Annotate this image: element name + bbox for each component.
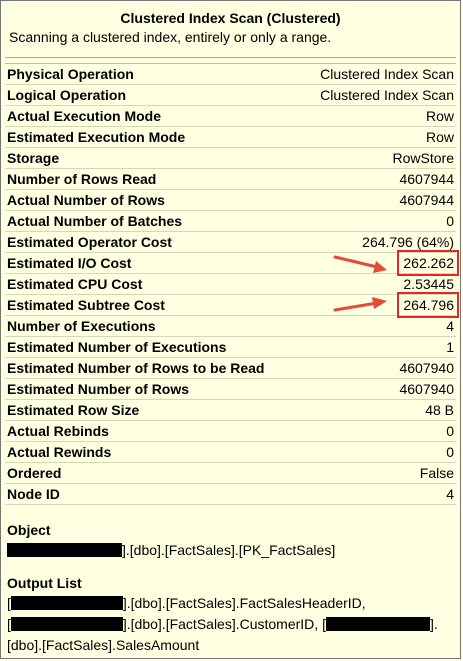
output-column-text: ].[dbo].[FactSales].CustomerID, [	[122, 616, 326, 632]
property-label: Logical Operation	[7, 87, 127, 103]
property-value: 0	[446, 444, 454, 460]
property-value: 4	[446, 486, 454, 502]
property-row-estimated-subtree-cost: Estimated Subtree Cost 264.796	[5, 292, 459, 318]
property-value: RowStore	[392, 150, 454, 166]
property-label: Estimated Number of Rows to be Read	[7, 360, 265, 376]
property-value: 4	[446, 318, 454, 334]
property-label: Estimated I/O Cost	[7, 255, 132, 271]
property-label: Ordered	[7, 465, 62, 481]
property-label: Estimated Operator Cost	[7, 234, 172, 250]
property-label: Physical Operation	[7, 66, 134, 82]
object-heading: Object	[7, 522, 51, 538]
property-value: Row	[425, 108, 454, 124]
property-value: 1	[446, 339, 454, 355]
property-row-ordered: Ordered False	[5, 463, 456, 484]
property-row-number-of-executions: Number of Executions 4	[5, 316, 456, 337]
property-label: Estimated Row Size	[7, 402, 140, 418]
property-label: Estimated Number of Rows	[7, 381, 190, 397]
property-label: Estimated Number of Executions	[7, 339, 227, 355]
redacted-block	[10, 596, 123, 610]
redacted-block	[7, 543, 122, 557]
object-section: Object ].[dbo].[FactSales].[PK_FactSales…	[1, 520, 460, 561]
output-list-line-1: [ ].[dbo].[FactSales].FactSalesHeaderID,	[7, 593, 454, 614]
property-value: 0	[446, 213, 454, 229]
property-row-actual-number-of-rows: Actual Number of Rows 4607944	[5, 190, 456, 211]
redacted-block	[325, 617, 430, 631]
property-row-estimated-row-size: Estimated Row Size 48 B	[5, 400, 456, 421]
property-value: False	[419, 465, 454, 481]
object-name: ].[dbo].[FactSales].[PK_FactSales]	[7, 540, 454, 561]
property-value: 4607944	[399, 171, 454, 187]
property-value: Clustered Index Scan	[320, 66, 454, 82]
property-row-estimated-number-of-rows: Estimated Number of Rows 4607940	[5, 379, 456, 400]
property-value: 4607940	[399, 360, 454, 376]
property-row-actual-rewinds: Actual Rewinds 0	[5, 442, 456, 463]
output-bracket: [	[7, 616, 11, 632]
tooltip-header: Clustered Index Scan (Clustered) Scannin…	[1, 1, 460, 47]
property-row-estimated-cpu-cost: Estimated CPU Cost 2.53445	[5, 274, 456, 295]
property-value: 0	[446, 423, 454, 439]
property-label: Actual Execution Mode	[7, 108, 162, 124]
property-label: Number of Rows Read	[7, 171, 157, 187]
highlighted-subtree-cost-value: 264.796	[397, 292, 459, 318]
property-label: Storage	[7, 150, 60, 166]
redacted-block	[10, 617, 123, 631]
highlighted-io-cost-value: 262.262	[397, 250, 459, 276]
property-label: Actual Number of Batches	[7, 213, 183, 229]
object-name-text: ].[dbo].[FactSales].[PK_FactSales]	[122, 542, 336, 558]
property-value: 264.796 (64%)	[362, 234, 454, 250]
operator-description: Scanning a clustered index, entirely or …	[9, 29, 332, 45]
property-value: Row	[425, 129, 454, 145]
property-value: 4607944	[399, 192, 454, 208]
property-label: Actual Rewinds	[7, 444, 112, 460]
output-column-text: ].[dbo].[FactSales].FactSalesHeaderID,	[122, 595, 366, 611]
output-list-section: Output List [ ].[dbo].[FactSales].FactSal…	[1, 573, 460, 656]
output-list-line-2: [ ].[dbo].[FactSales].CustomerID, [].	[7, 614, 454, 635]
operator-title: Clustered Index Scan (Clustered)	[120, 10, 341, 26]
output-list-line-3: [dbo].[FactSales].SalesAmount	[7, 637, 200, 653]
property-row-actual-execution-mode: Actual Execution Mode Row	[5, 106, 456, 127]
property-row-number-of-rows-read: Number of Rows Read 4607944	[5, 169, 456, 190]
property-label: Estimated CPU Cost	[7, 276, 143, 292]
property-label: Estimated Subtree Cost	[7, 297, 165, 313]
property-row-actual-number-of-batches: Actual Number of Batches 0	[5, 211, 456, 232]
property-row-physical-operation: Physical Operation Clustered Index Scan	[5, 64, 456, 85]
property-row-node-id: Node ID 4	[5, 484, 456, 505]
property-value: Clustered Index Scan	[320, 87, 454, 103]
property-row-estimated-number-of-executions: Estimated Number of Executions 1	[5, 337, 456, 358]
property-row-actual-rebinds: Actual Rebinds 0	[5, 421, 456, 442]
property-row-estimated-io-cost: Estimated I/O Cost 262.262	[5, 250, 459, 276]
property-row-estimated-rows-to-be-read: Estimated Number of Rows to be Read 4607…	[5, 358, 456, 379]
property-label: Node ID	[7, 486, 60, 502]
output-column-text: ].	[429, 616, 438, 632]
header-divider	[5, 57, 456, 58]
property-label: Actual Number of Rows	[7, 192, 165, 208]
property-row-storage: Storage RowStore	[5, 148, 456, 169]
property-value: 2.53445	[403, 276, 454, 292]
output-bracket: [	[7, 595, 11, 611]
property-label: Number of Executions	[7, 318, 156, 334]
properties-table: Physical Operation Clustered Index Scan …	[5, 63, 459, 505]
property-value: 4607940	[399, 381, 454, 397]
output-list-heading: Output List	[7, 575, 82, 591]
property-row-estimated-execution-mode: Estimated Execution Mode Row	[5, 127, 456, 148]
property-value: 48 B	[425, 402, 454, 418]
property-label: Actual Rebinds	[7, 423, 109, 439]
property-row-estimated-operator-cost: Estimated Operator Cost 264.796 (64%)	[5, 232, 456, 253]
property-label: Estimated Execution Mode	[7, 129, 186, 145]
property-row-logical-operation: Logical Operation Clustered Index Scan	[5, 85, 456, 106]
